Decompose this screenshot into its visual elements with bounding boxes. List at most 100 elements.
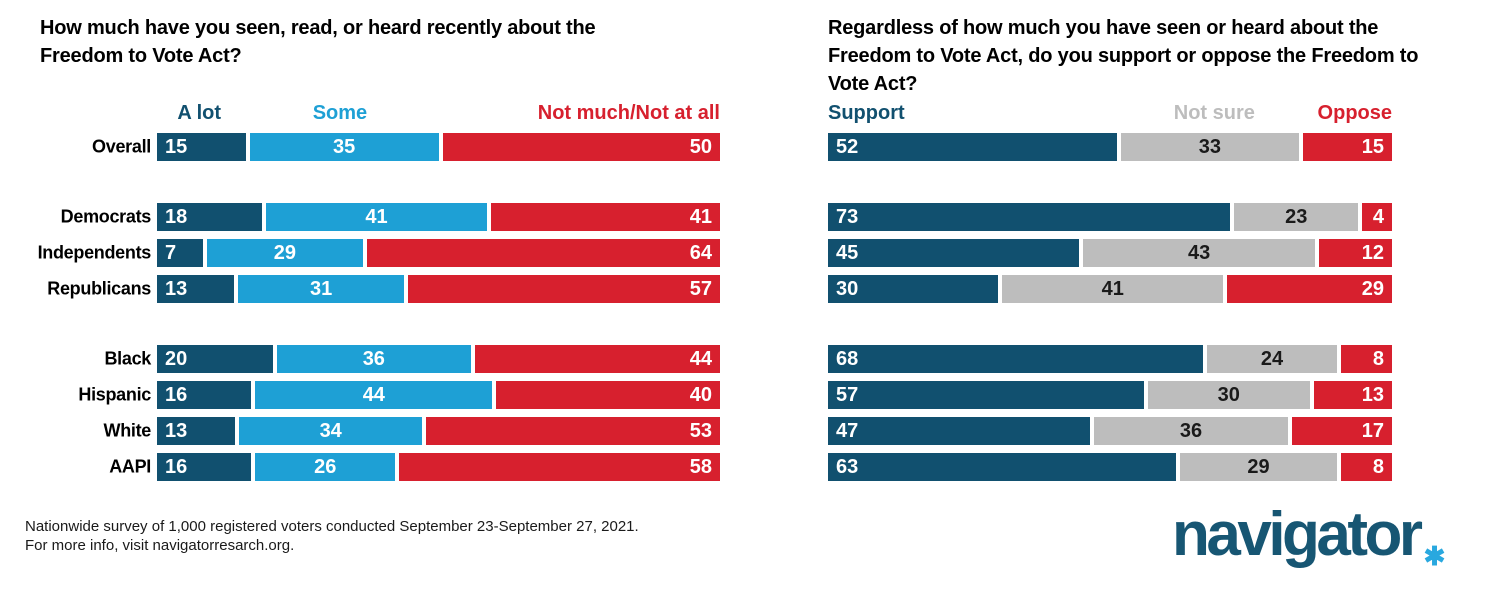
bar-segment-not-much-not-at-all: 64 [367,239,720,267]
row-label-text: Democrats [60,206,152,227]
bar-segment-support: 30 [828,275,998,303]
bar-segment-some: 35 [249,133,439,161]
stacked-bar: 45 43 12 [828,239,1392,267]
legend-oppose: Oppose [1317,102,1392,124]
bar-segment-oppose: 12 [1319,239,1392,267]
bar-segment-support: 45 [828,239,1079,267]
bar-segment-oppose: 15 [1303,133,1392,161]
bar-segment-some: 29 [206,239,364,267]
bar-row-republicans: Republicans 13 31 57 [40,275,720,303]
row-label-text: Black [104,348,151,369]
row-label-overall: Overall [40,133,157,161]
footer-line-1: Nationwide survey of 1,000 registered vo… [25,518,639,535]
bar-segment-not-sure: 24 [1207,345,1337,373]
bar-row-white: White 13 34 53 [40,417,720,445]
bar-row-aapi: AAPI 16 26 58 [40,453,720,481]
row-label-republicans: Republicans [40,275,157,303]
bar-segment-support: 68 [828,345,1204,373]
bar-row-overall: 52 33 15 [828,133,1392,161]
stacked-bar: 18 41 41 [157,203,720,231]
bar-segment-not-sure: 36 [1093,417,1289,445]
seen-heard-chart: How much have you seen, read, or heard r… [38,14,720,481]
row-label-text: Overall [92,136,151,157]
stacked-bar: 30 41 29 [828,275,1392,303]
stacked-bar: 63 29 8 [828,453,1392,481]
bar-segment-not-much-not-at-all: 57 [407,275,720,303]
bar-row-independents: 45 43 12 [828,239,1392,267]
bar-segment-a-lot: 16 [157,381,252,409]
legend-some: Some [312,102,368,124]
row-label-hispanic: Hispanic [40,381,157,409]
stacked-bar: 7 29 64 [157,239,720,267]
chart-legend: A lot Some Not much/Not at all [157,102,720,128]
bar-segment-not-much-not-at-all: 41 [491,203,720,231]
bar-segment-oppose: 8 [1340,345,1392,373]
bar-row-democrats: 73 23 4 [828,203,1392,231]
footer-note: Nationwide survey of 1,000 registered vo… [25,517,639,555]
bar-row-black: Black 20 36 44 [40,345,720,373]
chart-title: Regardless of how much you have seen or … [828,17,1419,95]
bar-segment-not-much-not-at-all: 50 [442,133,720,161]
row-label-independents: Independents [37,239,157,267]
bar-segment-not-sure: 33 [1120,133,1299,161]
bar-row-republicans: 30 41 29 [828,275,1392,303]
bar-row-aapi: 63 29 8 [828,453,1392,481]
bar-row-black: 68 24 8 [828,345,1392,373]
logo-asterisk-icon: ✱ [1423,541,1446,571]
bar-segment-support: 73 [828,203,1231,231]
row-label-black: Black [40,345,157,373]
bar-segment-a-lot: 7 [157,239,203,267]
chart-rows: Overall 15 35 50 Democrats 18 41 41 Independents… [37,133,720,481]
legend-not-much-not-at-all: Not much/Not at all [537,102,720,124]
navigator-logo: navigator ✱ [1172,498,1445,583]
row-label-aapi: AAPI [40,453,157,481]
bar-segment-not-sure: 29 [1180,453,1337,481]
bar-segment-some: 36 [276,345,471,373]
stacked-bar: 16 44 40 [157,381,720,409]
row-label-text: AAPI [109,456,151,477]
bar-segment-support: 63 [828,453,1177,481]
legend-not-sure: Not sure [1173,102,1255,124]
chart-title: How much have you seen, read, or heard r… [40,17,596,67]
bar-segment-some: 34 [239,417,423,445]
bar-segment-oppose: 29 [1227,275,1392,303]
stacked-bar: 13 34 53 [157,417,720,445]
stacked-bar: 68 24 8 [828,345,1392,373]
bar-segment-not-much-not-at-all: 44 [474,345,720,373]
bar-row-democrats: Democrats 18 41 41 [40,203,720,231]
bar-row-overall: Overall 15 35 50 [40,133,720,161]
bar-segment-not-sure: 30 [1147,381,1310,409]
legend-a-lot: A lot [177,102,222,124]
bar-segment-not-sure: 43 [1083,239,1316,267]
bar-segment-some: 41 [266,203,487,231]
bar-segment-support: 52 [828,133,1117,161]
bar-segment-some: 44 [255,381,493,409]
row-label-democrats: Democrats [40,203,157,231]
legend-support: Support [828,102,905,124]
stacked-bar: 15 35 50 [157,133,720,161]
stacked-bar: 16 26 58 [157,453,720,481]
bar-segment-not-sure: 23 [1234,203,1359,231]
bar-segment-support: 47 [828,417,1090,445]
bar-segment-a-lot: 13 [157,417,236,445]
bar-segment-not-much-not-at-all: 58 [399,453,720,481]
support-oppose-chart: Regardless of how much you have seen or … [828,14,1418,481]
bar-segment-a-lot: 20 [157,345,273,373]
bar-segment-a-lot: 13 [157,275,235,303]
bar-segment-a-lot: 16 [157,453,252,481]
bar-segment-a-lot: 15 [157,133,246,161]
row-label-text: Hispanic [78,384,151,405]
bar-segment-some: 26 [255,453,396,481]
stacked-bar: 73 23 4 [828,203,1392,231]
chart-rows: 52 33 15 73 23 4 45 43 12 30 41 29 68 24 8 57 30 13 47 36 17… [828,133,1392,481]
stacked-bar: 13 31 57 [157,275,720,303]
bar-row-white: 47 36 17 [828,417,1392,445]
bar-segment-support: 57 [828,381,1144,409]
chart-legend: Support Not sure Oppose [828,102,1392,128]
bar-segment-oppose: 4 [1362,203,1392,231]
bar-segment-a-lot: 18 [157,203,263,231]
bar-segment-not-much-not-at-all: 53 [426,417,720,445]
bar-row-hispanic: 57 30 13 [828,381,1392,409]
bar-segment-some: 31 [238,275,404,303]
row-label-text: Independents [37,242,152,263]
